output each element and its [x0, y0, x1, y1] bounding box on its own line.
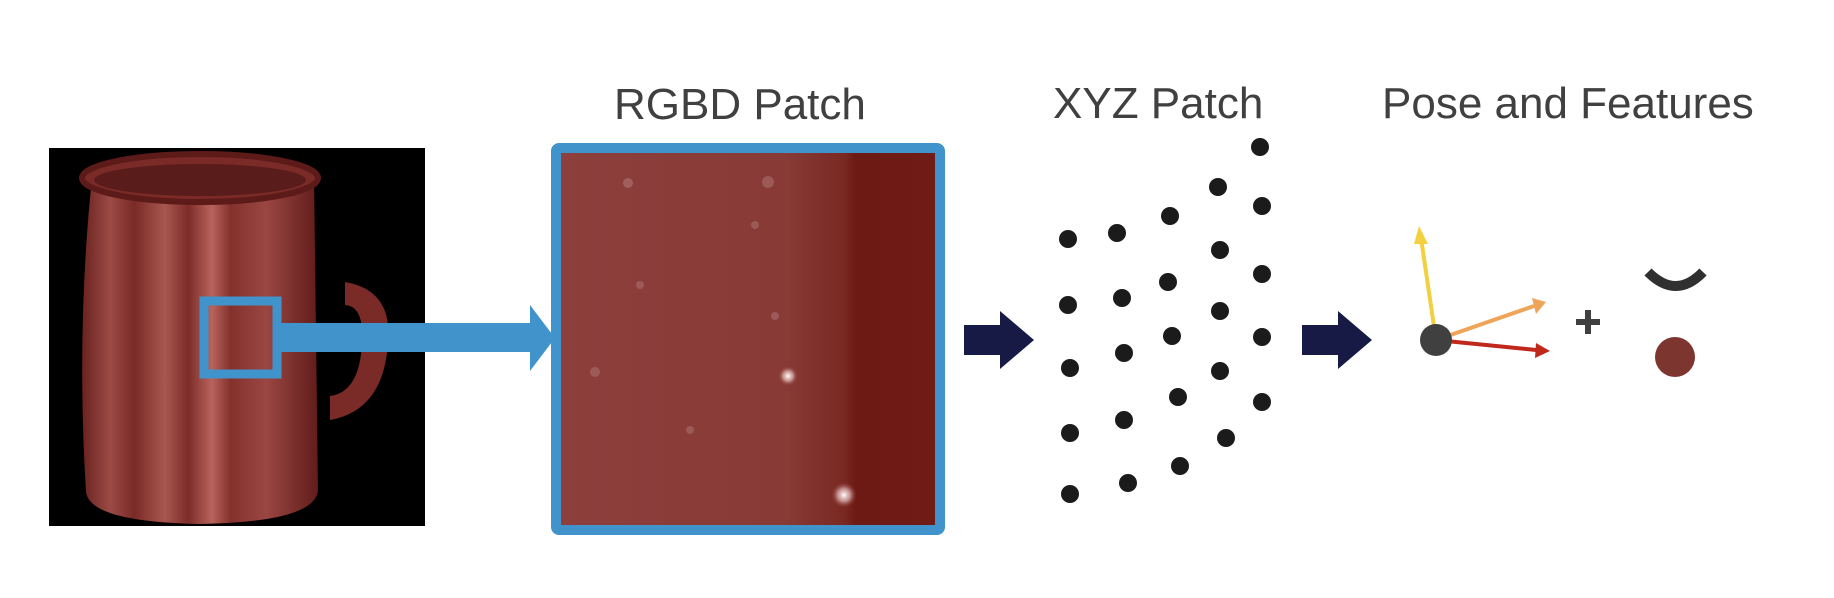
pose-features-label: Pose and Features — [1382, 79, 1754, 128]
color-feature-dot — [1655, 337, 1695, 377]
xyz-patch-label: XYZ Patch — [1053, 79, 1264, 128]
plus-sign — [1576, 310, 1600, 334]
curvature-glyph — [1644, 268, 1707, 291]
flow-arrow — [1302, 311, 1372, 369]
rgbd-patch-label: RGBD Patch — [614, 80, 866, 129]
point-cloud — [1059, 138, 1271, 503]
projection-arrow — [277, 305, 555, 371]
flow-arrow — [964, 311, 1034, 369]
pose-axes — [1414, 226, 1550, 358]
rgbd-patch — [551, 143, 945, 535]
